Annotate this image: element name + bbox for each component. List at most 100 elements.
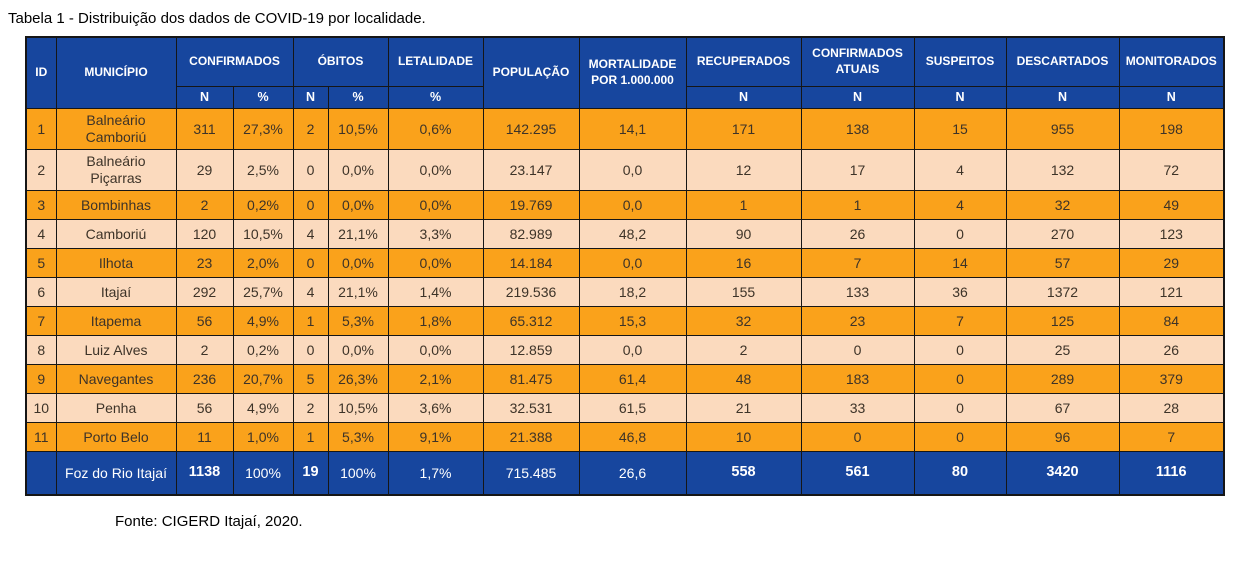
col-header-municipio: MUNICÍPIO bbox=[55, 36, 177, 109]
cell-obitos-n: 19 bbox=[292, 451, 329, 496]
cell-municipio: Balneário Piçarras bbox=[55, 149, 177, 192]
cell-monitorados: 28 bbox=[1118, 393, 1225, 424]
cell-id: 5 bbox=[25, 248, 57, 279]
subcol-monitorados-n: N bbox=[1118, 86, 1225, 109]
cell-letalidade: 0,0% bbox=[387, 190, 484, 221]
cell-suspeitos: 0 bbox=[913, 335, 1007, 366]
cell-confirmados-pct: 1,0% bbox=[232, 422, 294, 453]
cell-confirmados-pct: 4,9% bbox=[232, 393, 294, 424]
cell-populacao: 82.989 bbox=[482, 219, 580, 250]
cell-municipio: Camboriú bbox=[55, 219, 177, 250]
cell-populacao: 142.295 bbox=[482, 107, 580, 151]
subcol-obitos-pct: % bbox=[327, 86, 389, 109]
cell-obitos-pct: 100% bbox=[327, 451, 389, 496]
cell-mortalidade: 61,5 bbox=[578, 393, 687, 424]
table-row-itapema: 7 Itapema 56 4,9% 1 5,3% 1,8% 65.312 15,… bbox=[25, 306, 1225, 337]
cell-suspeitos: 0 bbox=[913, 364, 1007, 395]
cell-municipio: Itapema bbox=[55, 306, 177, 337]
cell-obitos-pct: 0,0% bbox=[327, 335, 389, 366]
cell-monitorados: 379 bbox=[1118, 364, 1225, 395]
cell-id: 6 bbox=[25, 277, 57, 308]
cell-populacao: 14.184 bbox=[482, 248, 580, 279]
cell-recuperados: 21 bbox=[685, 393, 802, 424]
col-header-suspeitos: SUSPEITOS bbox=[913, 36, 1007, 87]
cell-id: 4 bbox=[25, 219, 57, 250]
table-row-luiz-alves: 8 Luiz Alves 2 0,2% 0 0,0% 0,0% 12.859 0… bbox=[25, 335, 1225, 366]
cell-obitos-n: 1 bbox=[292, 306, 329, 337]
cell-suspeitos: 0 bbox=[913, 219, 1007, 250]
cell-descartados: 289 bbox=[1005, 364, 1120, 395]
cell-confirmados-pct: 0,2% bbox=[232, 335, 294, 366]
cell-confirmados-n: 292 bbox=[175, 277, 234, 308]
cell-mortalidade: 14,1 bbox=[578, 107, 687, 151]
cell-suspeitos: 7 bbox=[913, 306, 1007, 337]
cell-recuperados: 558 bbox=[685, 451, 802, 496]
table-row-navegantes: 9 Navegantes 236 20,7% 5 26,3% 2,1% 81.4… bbox=[25, 364, 1225, 395]
cell-mortalidade: 0,0 bbox=[578, 190, 687, 221]
cell-obitos-pct: 21,1% bbox=[327, 219, 389, 250]
cell-confirmados-atuais: 26 bbox=[800, 219, 915, 250]
cell-confirmados-atuais: 138 bbox=[800, 107, 915, 151]
cell-descartados: 67 bbox=[1005, 393, 1120, 424]
cell-obitos-pct: 0,0% bbox=[327, 248, 389, 279]
cell-recuperados: 171 bbox=[685, 107, 802, 151]
cell-obitos-pct: 26,3% bbox=[327, 364, 389, 395]
cell-letalidade: 2,1% bbox=[387, 364, 484, 395]
cell-confirmados-n: 236 bbox=[175, 364, 234, 395]
cell-descartados: 955 bbox=[1005, 107, 1120, 151]
cell-letalidade: 0,0% bbox=[387, 248, 484, 279]
cell-confirmados-n: 56 bbox=[175, 306, 234, 337]
cell-confirmados-n: 120 bbox=[175, 219, 234, 250]
cell-descartados: 25 bbox=[1005, 335, 1120, 366]
table-row-itajai: 6 Itajaí 292 25,7% 4 21,1% 1,4% 219.536 … bbox=[25, 277, 1225, 308]
cell-suspeitos: 80 bbox=[913, 451, 1007, 496]
cell-suspeitos: 15 bbox=[913, 107, 1007, 151]
cell-recuperados: 90 bbox=[685, 219, 802, 250]
cell-monitorados: 121 bbox=[1118, 277, 1225, 308]
cell-recuperados: 16 bbox=[685, 248, 802, 279]
cell-confirmados-n: 11 bbox=[175, 422, 234, 453]
cell-letalidade: 1,8% bbox=[387, 306, 484, 337]
cell-confirmados-n: 56 bbox=[175, 393, 234, 424]
cell-obitos-pct: 5,3% bbox=[327, 306, 389, 337]
table-row-bombinhas: 3 Bombinhas 2 0,2% 0 0,0% 0,0% 19.769 0,… bbox=[25, 190, 1225, 221]
cell-populacao: 32.531 bbox=[482, 393, 580, 424]
cell-suspeitos: 4 bbox=[913, 149, 1007, 192]
cell-obitos-n: 2 bbox=[292, 393, 329, 424]
cell-confirmados-atuais: 1 bbox=[800, 190, 915, 221]
cell-obitos-n: 2 bbox=[292, 107, 329, 151]
cell-descartados: 125 bbox=[1005, 306, 1120, 337]
cell-monitorados: 198 bbox=[1118, 107, 1225, 151]
cell-obitos-pct: 5,3% bbox=[327, 422, 389, 453]
cell-id: 9 bbox=[25, 364, 57, 395]
cell-mortalidade: 0,0 bbox=[578, 149, 687, 192]
cell-confirmados-n: 311 bbox=[175, 107, 234, 151]
cell-municipio: Penha bbox=[55, 393, 177, 424]
cell-letalidade: 9,1% bbox=[387, 422, 484, 453]
col-header-letalidade: LETALIDADE bbox=[387, 36, 484, 87]
cell-recuperados: 2 bbox=[685, 335, 802, 366]
cell-suspeitos: 14 bbox=[913, 248, 1007, 279]
subcol-confirmados-pct: % bbox=[232, 86, 294, 109]
table-total-row: Foz do Rio Itajaí 1138 100% 19 100% 1,7%… bbox=[25, 451, 1225, 496]
cell-recuperados: 10 bbox=[685, 422, 802, 453]
cell-monitorados: 84 bbox=[1118, 306, 1225, 337]
table-row-porto-belo: 11 Porto Belo 11 1,0% 1 5,3% 9,1% 21.388… bbox=[25, 422, 1225, 453]
cell-obitos-pct: 10,5% bbox=[327, 393, 389, 424]
cell-descartados: 270 bbox=[1005, 219, 1120, 250]
cell-letalidade: 1,7% bbox=[387, 451, 484, 496]
table-row-camboriu: 4 Camboriú 120 10,5% 4 21,1% 3,3% 82.989… bbox=[25, 219, 1225, 250]
cell-id: 7 bbox=[25, 306, 57, 337]
col-header-recuperados: RECUPERADOS bbox=[685, 36, 802, 87]
cell-confirmados-n: 23 bbox=[175, 248, 234, 279]
cell-confirmados-pct: 27,3% bbox=[232, 107, 294, 151]
cell-letalidade: 0,0% bbox=[387, 149, 484, 192]
cell-confirmados-atuais: 183 bbox=[800, 364, 915, 395]
cell-confirmados-pct: 0,2% bbox=[232, 190, 294, 221]
cell-recuperados: 32 bbox=[685, 306, 802, 337]
cell-monitorados: 1116 bbox=[1118, 451, 1225, 496]
subcol-recuperados-n: N bbox=[685, 86, 802, 109]
cell-confirmados-n: 2 bbox=[175, 190, 234, 221]
cell-confirmados-pct: 2,5% bbox=[232, 149, 294, 192]
cell-monitorados: 26 bbox=[1118, 335, 1225, 366]
